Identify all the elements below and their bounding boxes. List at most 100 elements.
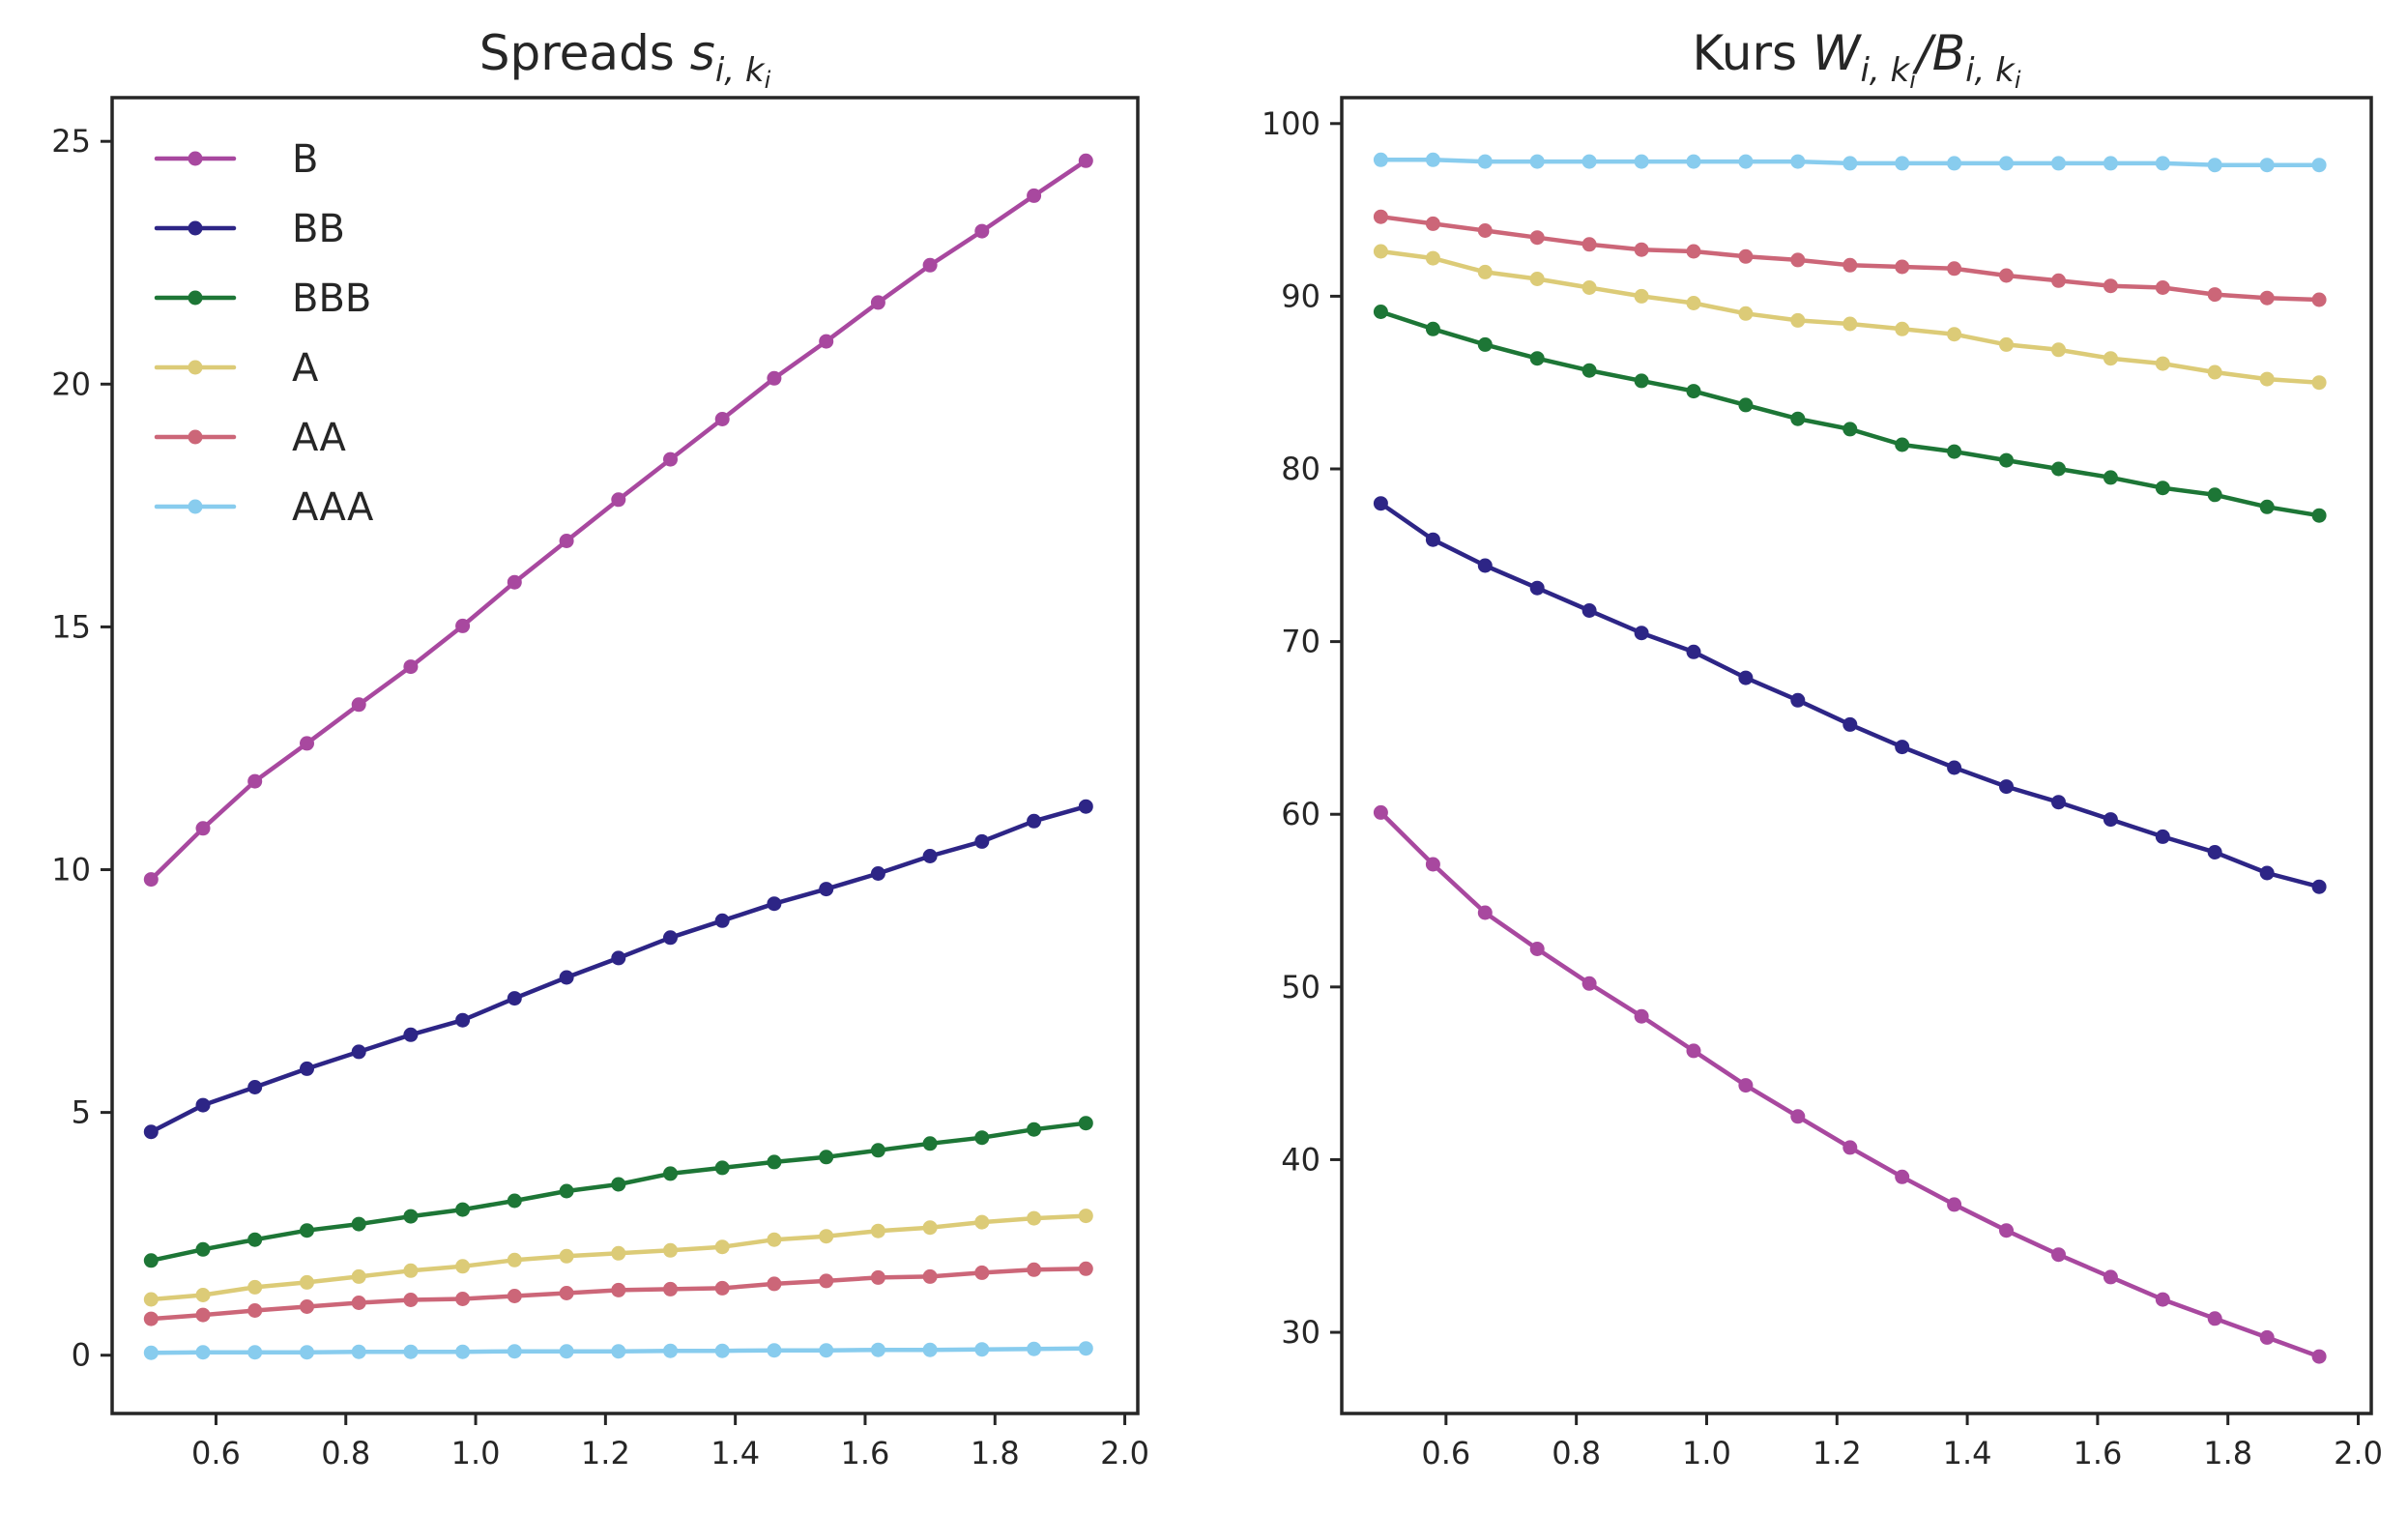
data-point-a	[1634, 288, 1649, 304]
data-point-aa	[507, 1289, 522, 1303]
data-point-aaa	[922, 1342, 938, 1357]
data-point-bbb	[714, 1160, 730, 1176]
data-point-bb	[2311, 879, 2327, 894]
data-point-a	[819, 1229, 834, 1244]
data-point-aaa	[2051, 156, 2066, 171]
data-point-a	[455, 1259, 471, 1274]
data-point-aa	[1947, 261, 1962, 277]
data-point-b	[507, 574, 522, 590]
data-point-aa	[922, 1268, 938, 1284]
data-point-a	[2103, 351, 2118, 366]
data-point-aaa	[1027, 1341, 1042, 1356]
x-tick-label: 1.6	[841, 1435, 890, 1471]
data-point-aa	[2051, 273, 2066, 288]
data-point-bb	[2103, 812, 2118, 828]
data-point-aaa	[1686, 154, 1701, 169]
data-point-bbb	[1738, 397, 1754, 413]
data-point-a	[1027, 1210, 1042, 1226]
data-point-aaa	[507, 1344, 522, 1359]
legend-label: BB	[292, 207, 345, 251]
title-subscript: i, k	[1860, 51, 1910, 90]
data-point-b	[1738, 1078, 1754, 1093]
x-tick-label: 1.6	[2073, 1435, 2122, 1471]
y-tick-label: 20	[51, 365, 91, 402]
data-point-aa	[819, 1273, 834, 1289]
y-tick-label: 0	[72, 1337, 91, 1374]
data-point-bbb	[1078, 1116, 1093, 1131]
kurs-panel: 0.6 0.8 1.0 1.2 1.4 1.6 1.8 2.0 30 40 50 60 70 80 90 10…	[1262, 25, 2383, 1471]
data-point-a	[351, 1268, 366, 1284]
data-point-a	[143, 1292, 159, 1307]
data-point-aaa	[1738, 154, 1754, 169]
data-point-bb	[2207, 845, 2222, 859]
data-point-aaa	[611, 1344, 626, 1359]
data-point-a	[1738, 306, 1754, 321]
data-point-aa	[1738, 248, 1754, 264]
data-point-aa	[1581, 237, 1597, 252]
data-point-a	[1999, 336, 2014, 352]
data-point-aaa	[300, 1345, 314, 1360]
data-point-a	[195, 1288, 211, 1302]
data-point-aaa	[1895, 156, 1910, 171]
data-point-bb	[403, 1027, 419, 1042]
chart-title: Spreads si, ki	[479, 25, 771, 94]
data-point-bbb	[507, 1193, 522, 1209]
data-point-aa	[767, 1276, 782, 1292]
data-point-b	[714, 412, 730, 426]
data-point-bb	[611, 950, 626, 966]
data-point-b	[351, 697, 366, 713]
data-point-a	[974, 1214, 990, 1230]
y-tick-label: 90	[1281, 277, 1320, 314]
data-point-aa	[559, 1286, 574, 1300]
data-point-aaa	[1999, 156, 2014, 171]
data-point-bbb	[1686, 384, 1701, 399]
data-point-b	[2155, 1292, 2170, 1307]
data-point-bb	[143, 1124, 159, 1140]
data-point-b	[1790, 1109, 1806, 1124]
data-point-b	[2259, 1329, 2275, 1345]
data-point-bb	[922, 849, 938, 863]
title-symbol: B	[1932, 25, 1965, 81]
data-point-aa	[611, 1282, 626, 1297]
data-point-a	[2051, 342, 2066, 358]
data-point-bbb	[611, 1177, 626, 1192]
data-point-bb	[1686, 644, 1701, 659]
data-point-a	[2259, 371, 2275, 387]
data-point-aa	[1425, 216, 1440, 231]
legend-marker	[188, 429, 203, 445]
data-point-a	[767, 1232, 782, 1247]
data-point-aaa	[2259, 158, 2275, 173]
data-point-aa	[455, 1292, 471, 1306]
data-point-bb	[1999, 779, 2014, 795]
data-point-aa	[1477, 223, 1493, 238]
chart-title: Kurs Wi, ki/Bi, ki	[1693, 25, 2021, 94]
series-line-b	[1378, 810, 2322, 1359]
data-point-b	[1477, 905, 1493, 920]
data-point-b	[819, 334, 834, 349]
x-tick-label: 2.0	[1100, 1435, 1149, 1471]
data-point-aaa	[195, 1345, 211, 1360]
data-point-bbb	[195, 1241, 211, 1257]
data-point-aa	[2207, 287, 2222, 303]
data-point-bb	[559, 970, 574, 985]
data-point-a	[714, 1239, 730, 1255]
data-point-b	[1842, 1140, 1858, 1155]
x-tick-label: 0.6	[191, 1435, 241, 1471]
x-tick-label: 0.6	[1421, 1435, 1470, 1471]
data-point-bb	[1529, 580, 1545, 596]
y-tick-label: 40	[1281, 1141, 1320, 1178]
data-point-b	[1947, 1197, 1962, 1212]
title-symbol: W	[1813, 25, 1862, 81]
data-point-aa	[974, 1265, 990, 1280]
data-point-aaa	[974, 1342, 990, 1357]
y-tick-label: 60	[1281, 796, 1320, 832]
data-point-b	[143, 872, 159, 888]
data-point-bb	[300, 1061, 314, 1076]
data-point-bbb	[870, 1143, 885, 1158]
series-line-bbb	[149, 1121, 1088, 1264]
data-point-bb	[1634, 626, 1649, 641]
x-tick-label: 1.0	[451, 1435, 501, 1471]
data-point-b	[247, 773, 263, 789]
data-point-bb	[1373, 496, 1388, 511]
